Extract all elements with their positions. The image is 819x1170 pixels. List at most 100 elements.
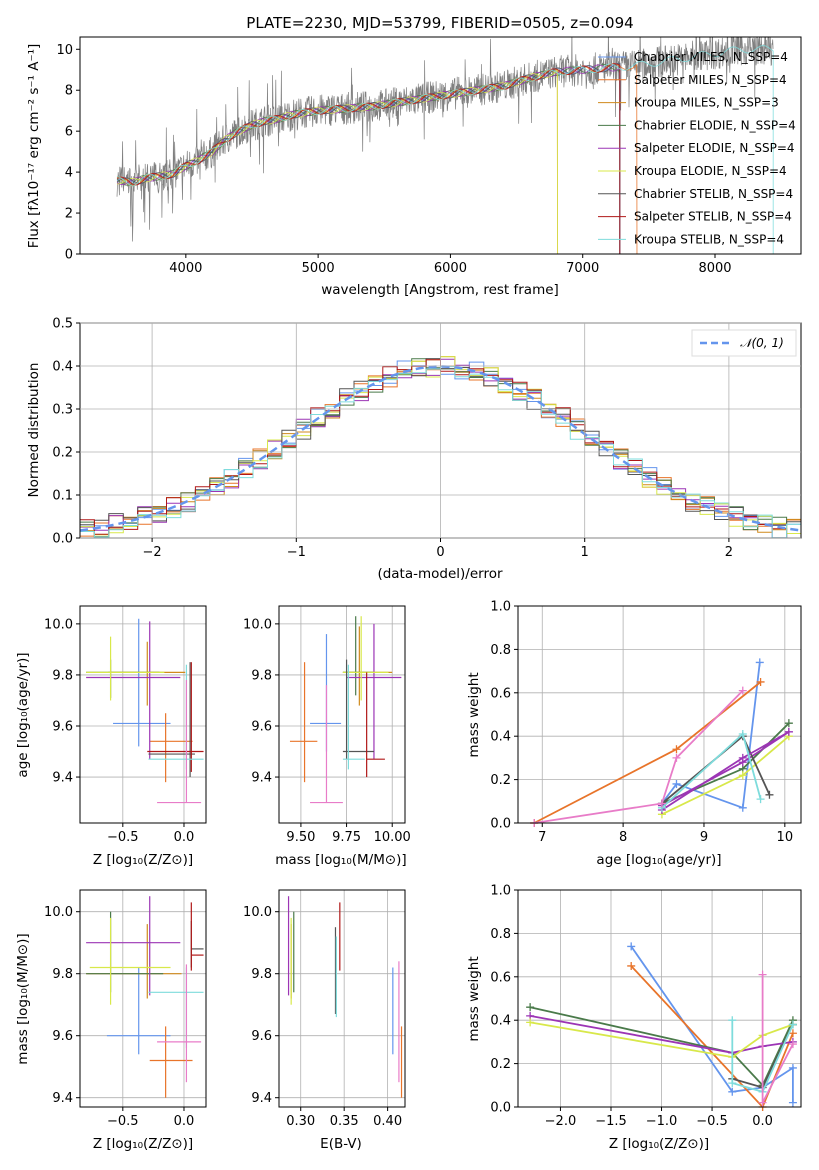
residuals-y-label: Normed distribution (26, 363, 42, 498)
y-tick-label: 10.0 (243, 905, 272, 920)
plus-marker (756, 795, 765, 804)
weight-vs-age-y-label: mass weight (466, 672, 482, 757)
y-tick-label: 9.4 (251, 771, 272, 786)
y-tick-label: 0.6 (490, 970, 511, 985)
x-tick-label: 7 (538, 830, 546, 845)
y-tick-label: 10.0 (243, 617, 272, 632)
plus-marker (755, 658, 764, 667)
plus-marker (738, 803, 747, 812)
spectrum-panel: PLATE=2230, MJD=53799, FIBERID=0505, z=0… (26, 14, 802, 298)
y-tick-label: 9.4 (52, 771, 73, 786)
y-tick-label: 10 (56, 43, 73, 58)
mass-weight-series-line (529, 1006, 794, 1087)
plus-marker (784, 719, 793, 728)
panel-frame (517, 889, 802, 1108)
mass-vs-z-x-label: Z [log₁₀(Z/Z⊙)] (93, 1136, 193, 1152)
y-tick-label: 0.6 (490, 686, 511, 701)
y-tick-label: 9.6 (52, 1029, 73, 1044)
age-vs-z-x-label: Z [log₁₀(Z/Z⊙)] (93, 852, 193, 868)
plus-marker (728, 1079, 737, 1088)
y-tick-label: 2 (65, 207, 73, 222)
plus-marker (738, 753, 747, 762)
legend-label: Chabrier ELODIE, N_SSP=4 (634, 118, 796, 132)
age-vs-mass-x-label: mass [log₁₀(M/M⊙)] (275, 852, 406, 868)
panel-frame (278, 605, 406, 824)
residuals-panel: −2 −1 0 1 2 0.0 0.1 0.2 0.3 0.4 0.5 𝒩(0, 1) (data-… (26, 317, 802, 582)
spectrum-ticks: 4000 5000 6000 7000 8000 0 2 4 6 8 10 (56, 43, 731, 276)
plus-marker (526, 1003, 535, 1012)
x-tick-label: 10.00 (374, 830, 411, 845)
x-tick-label: 0.0 (174, 830, 195, 845)
plus-marker (788, 1098, 797, 1107)
legend-label: Kroupa STELIB, N_SSP=4 (634, 232, 784, 246)
model-fit-line (116, 63, 621, 254)
model-fit-line (116, 64, 621, 254)
x-tick-label: 0.35 (330, 1114, 359, 1129)
x-tick-label: 8 (619, 830, 627, 845)
plus-marker (672, 745, 681, 754)
small-panel-7: −2.0 −1.5 −1.0 −0.5 0.0 0.0 0.2 0.4 0.6 0.8 1.0 (490, 884, 802, 1129)
x-tick-label: −1.5 (595, 1114, 627, 1129)
y-tick-label: 0.4 (490, 1014, 511, 1029)
spectrum-frame (79, 36, 802, 255)
panel-frame (517, 605, 802, 824)
mass-weight-series-line (661, 662, 761, 810)
small-panel-2: −0.5 0.0 9.4 9.6 9.8 10.0 (44, 605, 207, 845)
x-tick-label: 10 (777, 830, 794, 845)
x-tick-label: 0.0 (174, 1114, 195, 1129)
plus-marker (738, 730, 747, 739)
panel-frame (278, 889, 406, 1108)
y-tick-label: 0.0 (52, 532, 73, 547)
x-tick-label: −0.5 (696, 1114, 728, 1129)
plus-marker (627, 942, 636, 951)
spectrum-title: PLATE=2230, MJD=53799, FIBERID=0505, z=0… (246, 14, 633, 32)
spectrum-lines (116, 37, 774, 254)
age-vs-z-y-label: age [log₁₀(age/yr)] (15, 652, 31, 777)
y-tick-label: 9.8 (52, 967, 73, 982)
residuals-x-label: (data-model)/error (377, 566, 503, 582)
weight-vs-z-y-label: mass weight (466, 956, 482, 1041)
weight-vs-z-x-label: Z [log₁₀(Z/Z⊙)] (609, 1136, 709, 1152)
small-panels: −0.5 0.09.49.69.810.09.50 9.75 10.009.49.69… (44, 600, 802, 1129)
legend-label: Salpeter STELIB, N_SSP=4 (634, 210, 792, 224)
x-tick-label: 6000 (434, 261, 467, 276)
y-tick-label: 0.8 (490, 927, 511, 942)
y-tick-label: 9.4 (251, 1091, 272, 1106)
model-fit-line (116, 63, 638, 254)
plus-marker (788, 1029, 797, 1038)
y-tick-label: 0.2 (490, 1057, 511, 1072)
x-tick-label: −2 (143, 545, 162, 560)
x-tick-label: 9.75 (332, 830, 361, 845)
y-tick-label: 0 (65, 248, 73, 263)
x-tick-label: 1 (581, 545, 589, 560)
model-fit-line (116, 45, 774, 254)
mass-weight-series-line (529, 1021, 794, 1059)
plus-marker (758, 970, 767, 979)
plus-marker (728, 1087, 737, 1096)
x-tick-label: −0.5 (107, 1114, 139, 1129)
y-tick-label: 4 (65, 166, 73, 181)
x-tick-label: 5000 (302, 261, 335, 276)
plus-marker (738, 771, 747, 780)
x-tick-label: 0.0 (752, 1114, 773, 1129)
y-tick-label: 0.3 (52, 403, 73, 418)
spectrum-legend: Chabrier MILES, N_SSP=4 Salpeter MILES, N… (598, 50, 796, 246)
y-tick-label: 9.8 (52, 668, 73, 683)
y-tick-label: 9.6 (251, 1029, 272, 1044)
x-tick-label: −1.0 (646, 1114, 678, 1129)
legend-label: Kroupa ELODIE, N_SSP=4 (634, 164, 787, 178)
legend-label: Salpeter MILES, N_SSP=4 (634, 73, 787, 87)
panel-frame (79, 605, 207, 824)
small-panel-4: 7 8 9 10 0.0 0.2 0.4 0.6 0.8 1.0 (490, 600, 802, 845)
x-tick-label: −2.0 (545, 1114, 577, 1129)
small-panel-5: −0.5 0.0 9.4 9.6 9.8 10.0 (44, 889, 207, 1129)
x-tick-label: 9 (700, 830, 708, 845)
y-tick-label: 0.0 (490, 1101, 511, 1116)
mass-weight-series-line (731, 1020, 794, 1093)
y-tick-label: 0.2 (52, 446, 73, 461)
plus-marker (657, 799, 666, 808)
plus-marker (788, 1020, 797, 1029)
y-tick-label: 8 (65, 84, 73, 99)
y-tick-label: 0.2 (490, 773, 511, 788)
